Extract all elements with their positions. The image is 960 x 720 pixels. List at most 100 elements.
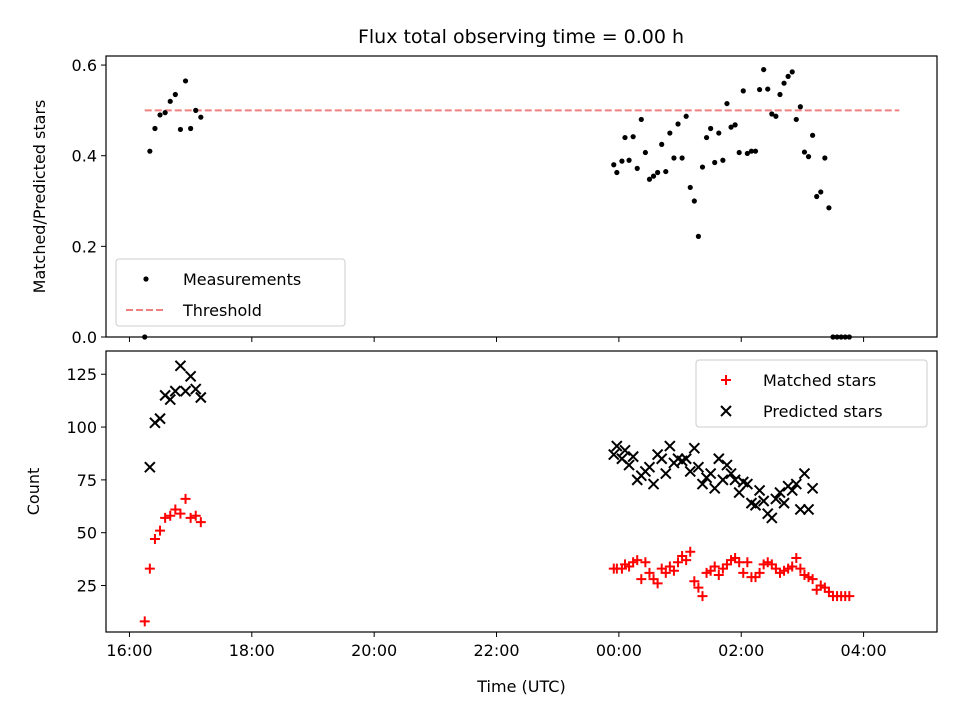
data-point — [655, 169, 661, 176]
x-tick-label: 22:00 — [473, 641, 519, 660]
data-point — [198, 114, 204, 120]
y-tick-label: 0.2 — [72, 237, 97, 256]
data-point — [627, 450, 639, 463]
data-point — [659, 141, 665, 147]
legend-label: Threshold — [182, 301, 262, 320]
data-point — [190, 510, 201, 521]
data-point — [724, 100, 730, 107]
data-point — [626, 157, 632, 163]
data-point — [791, 553, 802, 564]
axes-frame — [105, 350, 938, 633]
data-point — [147, 148, 153, 154]
data-point — [667, 130, 673, 136]
legend-swatch — [143, 276, 149, 282]
data-point — [713, 453, 725, 465]
data-point — [185, 512, 196, 523]
data-point — [157, 112, 163, 118]
data-point — [684, 465, 696, 478]
x-tick-label: 20:00 — [351, 641, 397, 660]
data-point — [806, 482, 819, 495]
data-point — [766, 512, 778, 524]
data-point — [693, 582, 704, 593]
data-point — [675, 121, 681, 127]
data-point — [822, 155, 828, 161]
data-point — [195, 517, 206, 528]
data-point — [642, 149, 648, 156]
data-point — [704, 467, 717, 480]
data-point — [655, 453, 668, 465]
y-tick-label: 75 — [77, 471, 97, 490]
data-point — [614, 169, 620, 176]
data-point — [749, 499, 762, 511]
data-point — [798, 467, 811, 480]
data-point — [663, 168, 669, 175]
data-point — [162, 110, 168, 116]
data-point — [679, 155, 685, 161]
data-point — [757, 495, 770, 507]
y-tick-label: 0.4 — [72, 147, 97, 166]
data-point — [184, 370, 197, 383]
axes-frame — [105, 55, 938, 338]
data-point — [691, 198, 697, 204]
data-point — [826, 205, 832, 211]
data-point — [781, 80, 787, 86]
y-axis-label: Matched/Predicted stars — [30, 100, 49, 294]
data-point — [660, 567, 671, 578]
x-tick-label: 02:00 — [718, 641, 764, 660]
data-point — [170, 504, 181, 515]
y-axis-label: Count — [24, 468, 43, 516]
data-point — [167, 98, 173, 104]
y-tick-label: 0.6 — [72, 56, 97, 75]
data-point — [179, 385, 192, 397]
data-point — [773, 113, 779, 119]
data-point — [748, 148, 755, 154]
data-point — [786, 484, 798, 497]
data-point — [740, 88, 746, 94]
ratio-panel: 0.0 0.2 0.4 0.6 Matched/Predicted stars Measu… — [30, 55, 938, 347]
data-point — [728, 124, 734, 130]
data-point — [180, 493, 191, 504]
legend: Measurements Threshold — [115, 258, 346, 327]
data-point — [154, 412, 166, 425]
data-point — [741, 478, 754, 490]
data-point — [744, 150, 750, 157]
data-point — [175, 508, 186, 519]
data-point — [753, 484, 766, 497]
data-point — [687, 184, 693, 191]
data-point — [182, 78, 189, 84]
data-point — [190, 383, 202, 395]
y-tick-label: 25 — [77, 577, 97, 596]
data-point — [644, 567, 655, 578]
data-point — [144, 563, 155, 574]
data-point — [696, 478, 709, 490]
data-point — [787, 561, 798, 572]
count-panel: 16:00 18:00 20:00 22:00 00:00 02:00 04:00 25 50 7… — [24, 350, 938, 696]
data-point — [818, 189, 824, 195]
data-point — [608, 448, 620, 461]
data-point — [765, 86, 771, 92]
data-point — [611, 162, 617, 168]
x-axis-label: Time (UTC) — [476, 677, 565, 696]
data-point — [695, 233, 702, 239]
data-point — [160, 512, 171, 523]
data-point — [668, 565, 679, 576]
data-point — [155, 525, 166, 536]
data-point — [692, 461, 705, 473]
x-tick-label: 00:00 — [596, 641, 642, 660]
data-point — [697, 591, 708, 602]
data-point — [149, 534, 160, 545]
x-tick-label: 16:00 — [106, 641, 152, 660]
data-point — [752, 148, 759, 154]
data-point — [725, 467, 737, 480]
data-point — [195, 391, 207, 404]
data-point — [703, 134, 710, 141]
data-point — [169, 385, 182, 397]
data-point — [650, 173, 657, 179]
data-point — [647, 478, 660, 490]
legend-box — [115, 258, 346, 327]
data-point — [632, 555, 643, 566]
data-point — [774, 486, 786, 499]
y-tick-label: 50 — [77, 524, 97, 543]
data-point — [794, 503, 807, 516]
data-point — [683, 113, 689, 119]
